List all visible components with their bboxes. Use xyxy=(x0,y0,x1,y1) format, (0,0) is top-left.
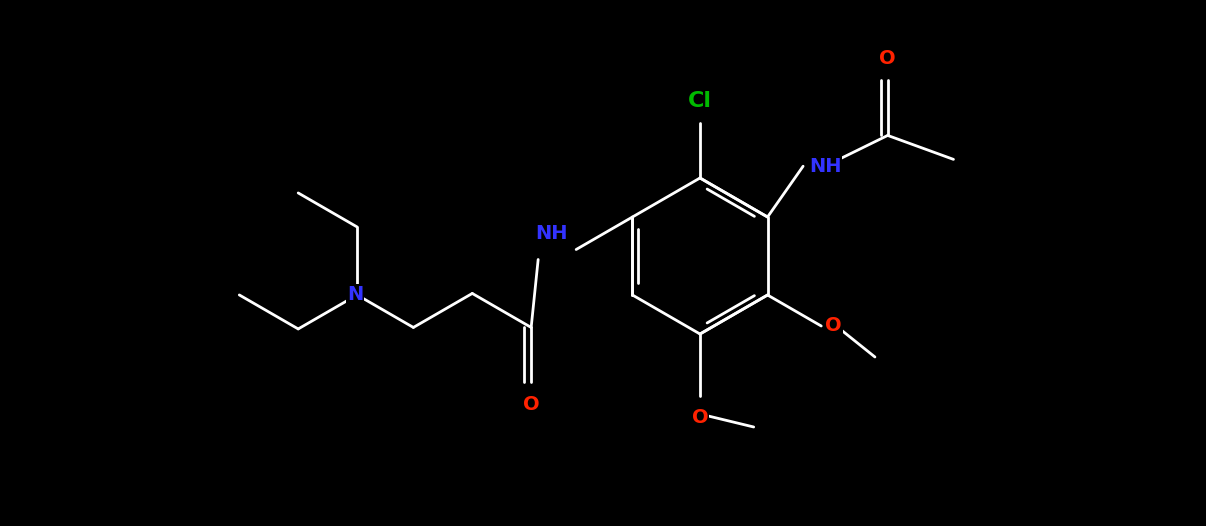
Text: O: O xyxy=(523,395,539,414)
Text: N: N xyxy=(347,286,363,305)
Text: NH: NH xyxy=(809,157,842,176)
Text: NH: NH xyxy=(535,224,567,243)
Text: O: O xyxy=(692,409,708,428)
Text: O: O xyxy=(825,317,842,336)
Text: O: O xyxy=(879,49,896,68)
Text: Cl: Cl xyxy=(687,91,712,111)
